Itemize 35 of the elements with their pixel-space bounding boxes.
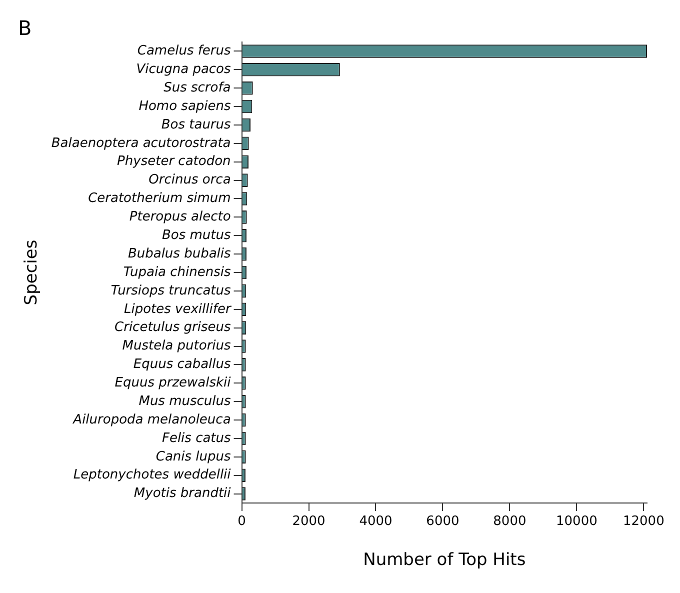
y-tick-label: Leptonychotes weddellii [73,468,232,483]
x-tick-label: 4000 [359,514,392,530]
x-tick-label: 10000 [556,514,598,530]
y-axis-title: Species [22,240,42,306]
y-tick-label: Camelus ferus [137,44,232,59]
text: B [18,16,32,40]
y-tick-label: Balaenoptera acutorostrata [51,136,231,151]
y-tick-label: Equus przewalskii [114,376,232,391]
y-tick-label: Physeter catodon [117,154,231,170]
y-tick-label: Bos mutus [162,228,232,243]
y-tick-label: Felis catus [162,430,232,446]
y-tick-label: Mus musculus [138,394,232,409]
y-tick-label: Cricetulus griseus [114,320,232,336]
y-tick-label: Vicugna pacos [136,62,232,78]
y-tick-label: Equus caballus [133,357,232,372]
y-tick-label: Pteropus alecto [129,210,231,225]
x-axis-title: Number of Top Hits [363,550,526,570]
y-tick-label: Tupaia chinensis [123,264,232,280]
y-tick-label: Lipotes vexillifer [124,302,232,317]
y-tick-label: Homo sapiens [138,98,232,114]
y-tick-label: Myotis brandtii [134,486,232,502]
x-tick-label: 2000 [292,514,326,530]
y-tick-label: Sus scrofa [164,80,231,96]
y-tick-label: Canis lupus [156,449,232,464]
y-tick-label: Tursiops truncatus [110,283,232,298]
y-tick-label: Ailuropoda melanoleuca [72,412,231,428]
y-tick-label: Mustela putorius [122,338,232,354]
x-tick-label: 0 [238,514,246,530]
x-tick-label: 6000 [426,514,460,530]
x-tick-label: 8000 [493,514,526,530]
y-tick-label: Ceratotherium simum [88,191,231,206]
y-tick-label: Bos taurus [161,117,232,132]
y-tick-label: Orcinus orca [148,172,231,188]
y-tick-label: Bubalus bubalis [128,246,232,262]
x-tick-label: 12000 [622,514,664,530]
